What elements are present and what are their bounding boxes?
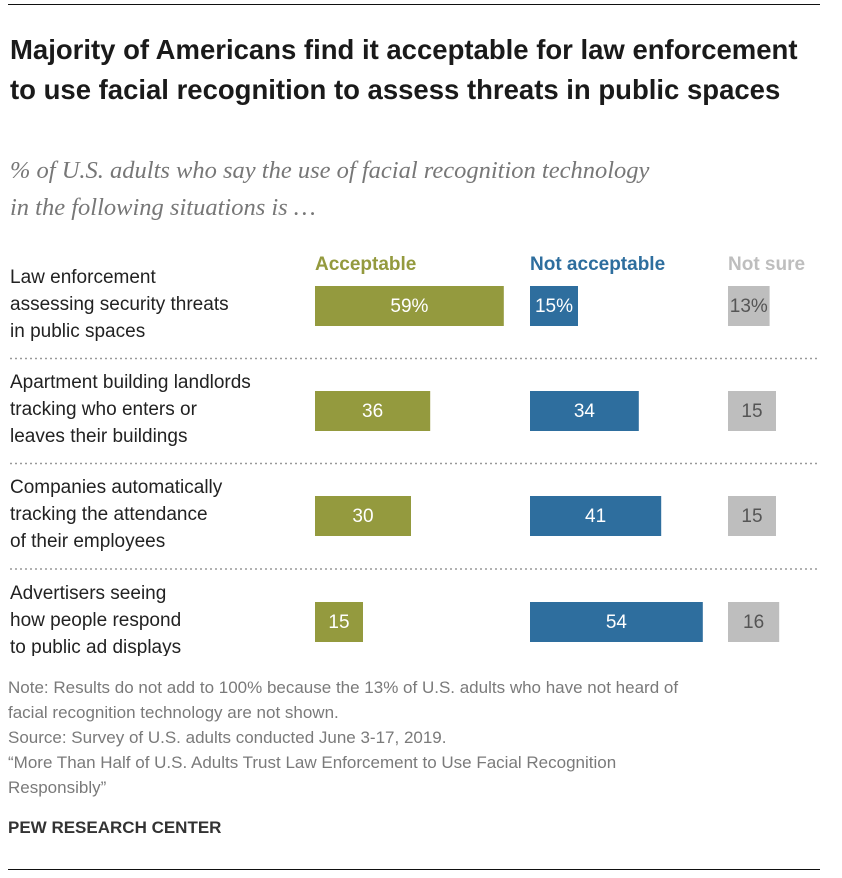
value-label: 59% [390,296,428,317]
value-label: 15 [328,612,349,633]
bar [315,496,411,536]
bar [315,286,504,326]
bar [530,286,578,326]
chart-subtitle: % of U.S. adults who say the use of faci… [10,157,650,221]
category-label: Law enforcement assessing security threa… [10,267,229,342]
legend-label: Not acceptable [530,254,665,275]
bottom-rule [8,869,820,870]
value-label: 36 [362,401,383,422]
legend-label: Not sure [728,254,805,275]
value-label: 15 [741,506,762,527]
credit: PEW RESEARCH CENTER [8,818,222,837]
value-label: 34 [574,401,596,422]
category-label: Advertisers seeing how people respond to… [10,583,182,656]
chart-title: Majority of Americans find it acceptable… [10,34,798,105]
legend-label: Acceptable [315,254,416,275]
category-label: Companies automatically tracking the att… [10,477,223,552]
bar [530,602,703,642]
note: Source: Survey of U.S. adults conducted … [8,728,447,747]
value-label: 16 [743,612,764,633]
value-label: 13% [730,296,768,317]
bar [728,286,770,326]
note: Note: Results do not add to 100% because… [8,678,679,722]
bar [530,391,639,431]
value-label: 54 [606,612,628,633]
bar [530,496,662,536]
note: “More Than Half of U.S. Adults Trust Law… [8,753,617,797]
value-label: 30 [352,506,373,527]
bar [315,602,363,642]
bar [315,391,431,431]
bar [728,391,776,431]
top-rule [8,4,820,5]
value-label: 41 [585,506,606,527]
category-label: Apartment building landlords tracking wh… [10,372,251,447]
bar [728,602,780,642]
value-label: 15 [741,401,762,422]
bar [728,496,776,536]
value-label: 15% [535,296,573,317]
